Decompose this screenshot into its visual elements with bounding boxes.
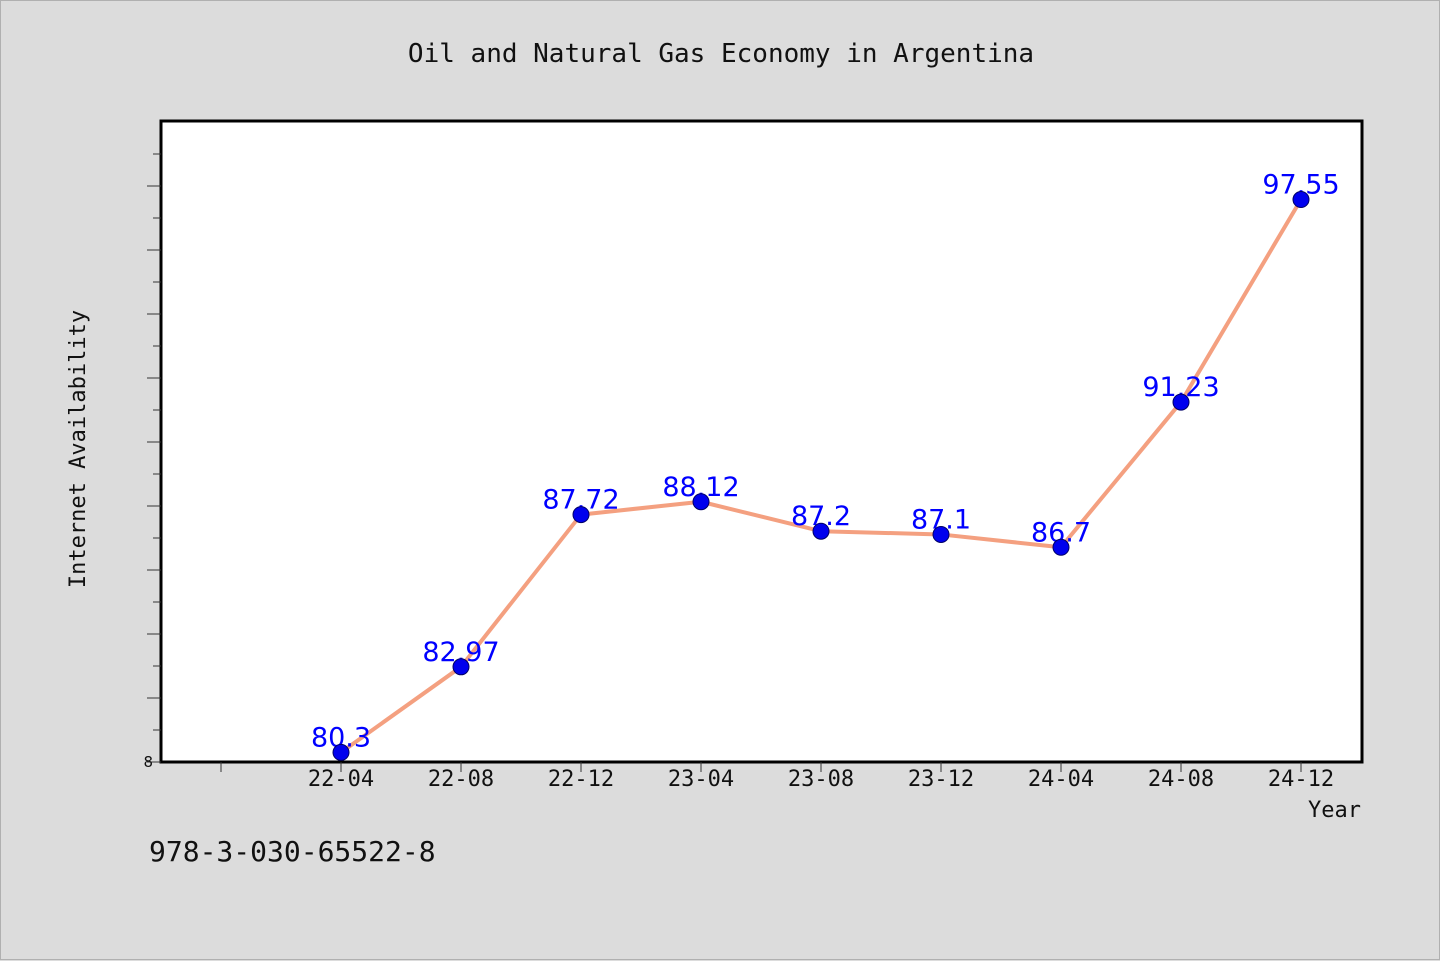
footer-code: 978-3-030-65522-8	[149, 835, 436, 868]
x-tick-label: 22-08	[428, 767, 494, 792]
data-point	[692, 493, 710, 511]
chart-title: Oil and Natural Gas Economy in Argentina	[408, 39, 1034, 69]
x-tick-label: 24-12	[1268, 767, 1334, 792]
data-point	[332, 743, 350, 761]
x-tick-label: 23-08	[788, 767, 854, 792]
data-point	[452, 658, 470, 676]
data-point	[1292, 191, 1310, 209]
x-tick-label: 22-04	[308, 767, 374, 792]
data-point	[572, 506, 590, 524]
data-point	[1172, 393, 1190, 411]
data-point	[1052, 538, 1070, 556]
x-axis-ticks: 22-04 22-08 22-12 23-04 23-08 23-12 24-04 24-08…	[220, 762, 1334, 792]
y-tick-label: 8	[143, 753, 153, 771]
x-tick-label: 23-04	[668, 767, 734, 792]
x-tick-label: 22-12	[548, 767, 614, 792]
x-tick-label: 24-04	[1028, 767, 1094, 792]
data-point	[812, 522, 830, 540]
y-axis-ticks	[147, 153, 161, 763]
x-tick-label: 24-08	[1148, 767, 1214, 792]
y-axis-label: Internet Availability	[66, 310, 91, 588]
x-axis-label: Year	[1308, 798, 1361, 823]
data-point	[932, 525, 950, 543]
x-tick-label: 23-12	[908, 767, 974, 792]
plot-area	[159, 119, 1364, 764]
